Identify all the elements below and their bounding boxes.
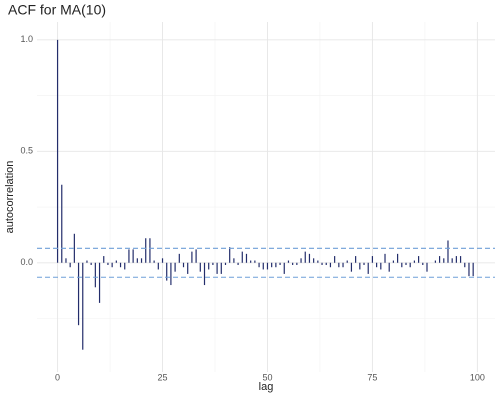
y-tick-label: 0.0 xyxy=(20,257,33,267)
x-tick-label: 75 xyxy=(367,372,377,382)
y-axis-label: autocorrelation xyxy=(4,161,16,234)
x-tick-label: 100 xyxy=(470,372,485,382)
chart-title: ACF for MA(10) xyxy=(8,2,106,18)
x-axis-label: lag xyxy=(259,381,274,393)
x-tick-label: 50 xyxy=(262,372,272,382)
y-tick-label: 1.0 xyxy=(20,34,33,44)
x-tick-label: 0 xyxy=(55,372,60,382)
x-tick-label: 25 xyxy=(158,372,168,382)
y-tick-label: 0.5 xyxy=(20,146,33,156)
